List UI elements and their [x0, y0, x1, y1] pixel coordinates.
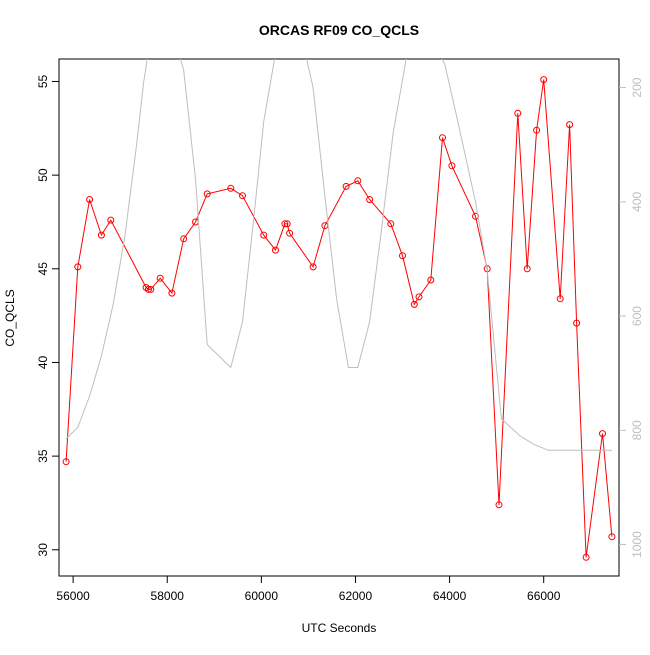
data-point: [281, 220, 289, 228]
x-tick-label: 62000: [339, 589, 373, 603]
data-point: [107, 216, 115, 224]
data-point: [203, 190, 211, 198]
data-point: [533, 126, 541, 134]
data-point: [168, 289, 176, 297]
data-point: [86, 196, 94, 203]
data-point: [410, 300, 418, 308]
data-point: [309, 263, 317, 271]
data-point: [514, 109, 522, 117]
x-tick-label: 64000: [433, 589, 467, 603]
data-point: [74, 263, 82, 271]
x-tick-label: 56000: [56, 589, 90, 603]
x-axis-label: UTC Seconds: [302, 621, 377, 635]
co-qcls-series-line: [65, 79, 613, 558]
x-tick-label: 60000: [245, 589, 279, 603]
data-point: [427, 276, 435, 284]
data-point: [156, 274, 164, 282]
data-point: [523, 265, 531, 273]
y-axis-label: CO_QCLS: [3, 289, 17, 346]
data-point: [472, 212, 479, 220]
data-point: [239, 192, 246, 200]
right-y-tick-label: 200: [630, 77, 644, 97]
y-tick-label: 45: [36, 262, 50, 276]
data-point: [399, 252, 406, 260]
data-point: [286, 229, 294, 237]
data-point: [366, 196, 374, 203]
data-point: [144, 285, 152, 293]
y-tick-label: 40: [36, 355, 50, 369]
right-y-axis: 200 400 600 800 1000: [619, 77, 644, 558]
data-point: [495, 501, 503, 509]
data-point: [283, 220, 291, 228]
data-point: [415, 293, 423, 301]
x-tick-label: 58000: [151, 589, 185, 603]
data-point: [556, 295, 564, 303]
y-tick-label: 50: [36, 168, 50, 182]
data-point: [147, 285, 155, 293]
secondary-series-line: [65, 59, 612, 451]
data-point: [260, 231, 268, 239]
data-point: [227, 184, 235, 192]
right-y-tick-label: 400: [630, 191, 644, 211]
y-tick-label: 30: [36, 543, 50, 557]
data-point: [272, 246, 279, 254]
data-point: [180, 235, 188, 243]
right-y-tick-label: 800: [630, 420, 644, 440]
right-y-tick-label: 1000: [630, 531, 644, 558]
data-point: [387, 220, 395, 228]
data-point: [439, 134, 446, 142]
plot-area: [62, 59, 616, 561]
data-point: [142, 284, 150, 291]
plot-frame: [58, 58, 620, 577]
chart-title: ORCAS RF09 CO_QCLS: [259, 22, 419, 38]
data-point: [608, 533, 616, 541]
data-point: [573, 319, 581, 327]
data-point: [599, 430, 606, 438]
y-tick-label: 35: [36, 449, 50, 463]
data-point: [354, 177, 362, 185]
data-point: [540, 76, 548, 84]
data-point: [342, 182, 350, 190]
data-point: [566, 121, 574, 129]
data-point: [582, 553, 590, 561]
data-point: [62, 458, 70, 466]
y-tick-label: 55: [36, 74, 50, 88]
y-axis: 30 35 40 45 50 55: [36, 74, 59, 556]
x-axis: 56000 58000 60000 62000 64000 66000: [56, 576, 561, 603]
x-tick-label: 66000: [527, 589, 561, 603]
right-y-tick-label: 600: [630, 306, 644, 326]
data-point: [97, 231, 105, 239]
data-point: [448, 162, 456, 170]
